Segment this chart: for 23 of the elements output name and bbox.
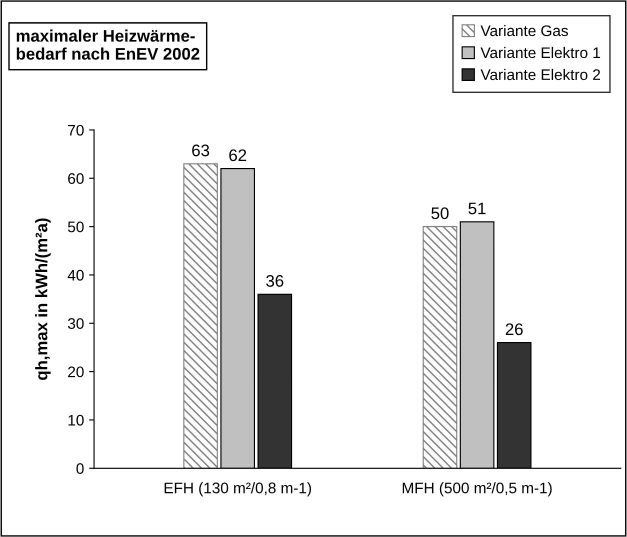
data-label: 63 [192,144,210,156]
y-tick-label: 70 [68,124,84,136]
data-label: 51 [468,202,486,214]
x-tick-label: MFH (500 m²/0,5 m-1) [402,482,552,496]
legend-label: Variante Elektro 2 [480,68,600,80]
y-tick-label: 50 [68,221,84,232]
y-tick-label: 10 [68,414,84,426]
y-tick-label: 20 [68,366,84,378]
x-tick-label: EFH (130 m²/0,8 m-1) [164,482,312,496]
y-tick-label: 40 [68,270,84,281]
data-label: 50 [431,207,449,220]
y-tick-label: 60 [68,173,84,184]
data-label: 62 [229,149,246,162]
y-tick-label: 0 [76,463,84,474]
bar [422,226,458,468]
chart-title: maximaler Heizwärme- bedarf nach EnEV 2002 [16,30,200,60]
data-label: 26 [506,323,523,336]
legend-label: Variante Gas [480,24,568,36]
y-tick-label: 30 [68,318,84,329]
legend-label: Variante Elektro 1 [480,46,600,58]
data-label: 36 [266,275,284,287]
y-axis-title: qh,max in kWh/(m²a) [35,218,51,380]
bar [183,163,218,468]
